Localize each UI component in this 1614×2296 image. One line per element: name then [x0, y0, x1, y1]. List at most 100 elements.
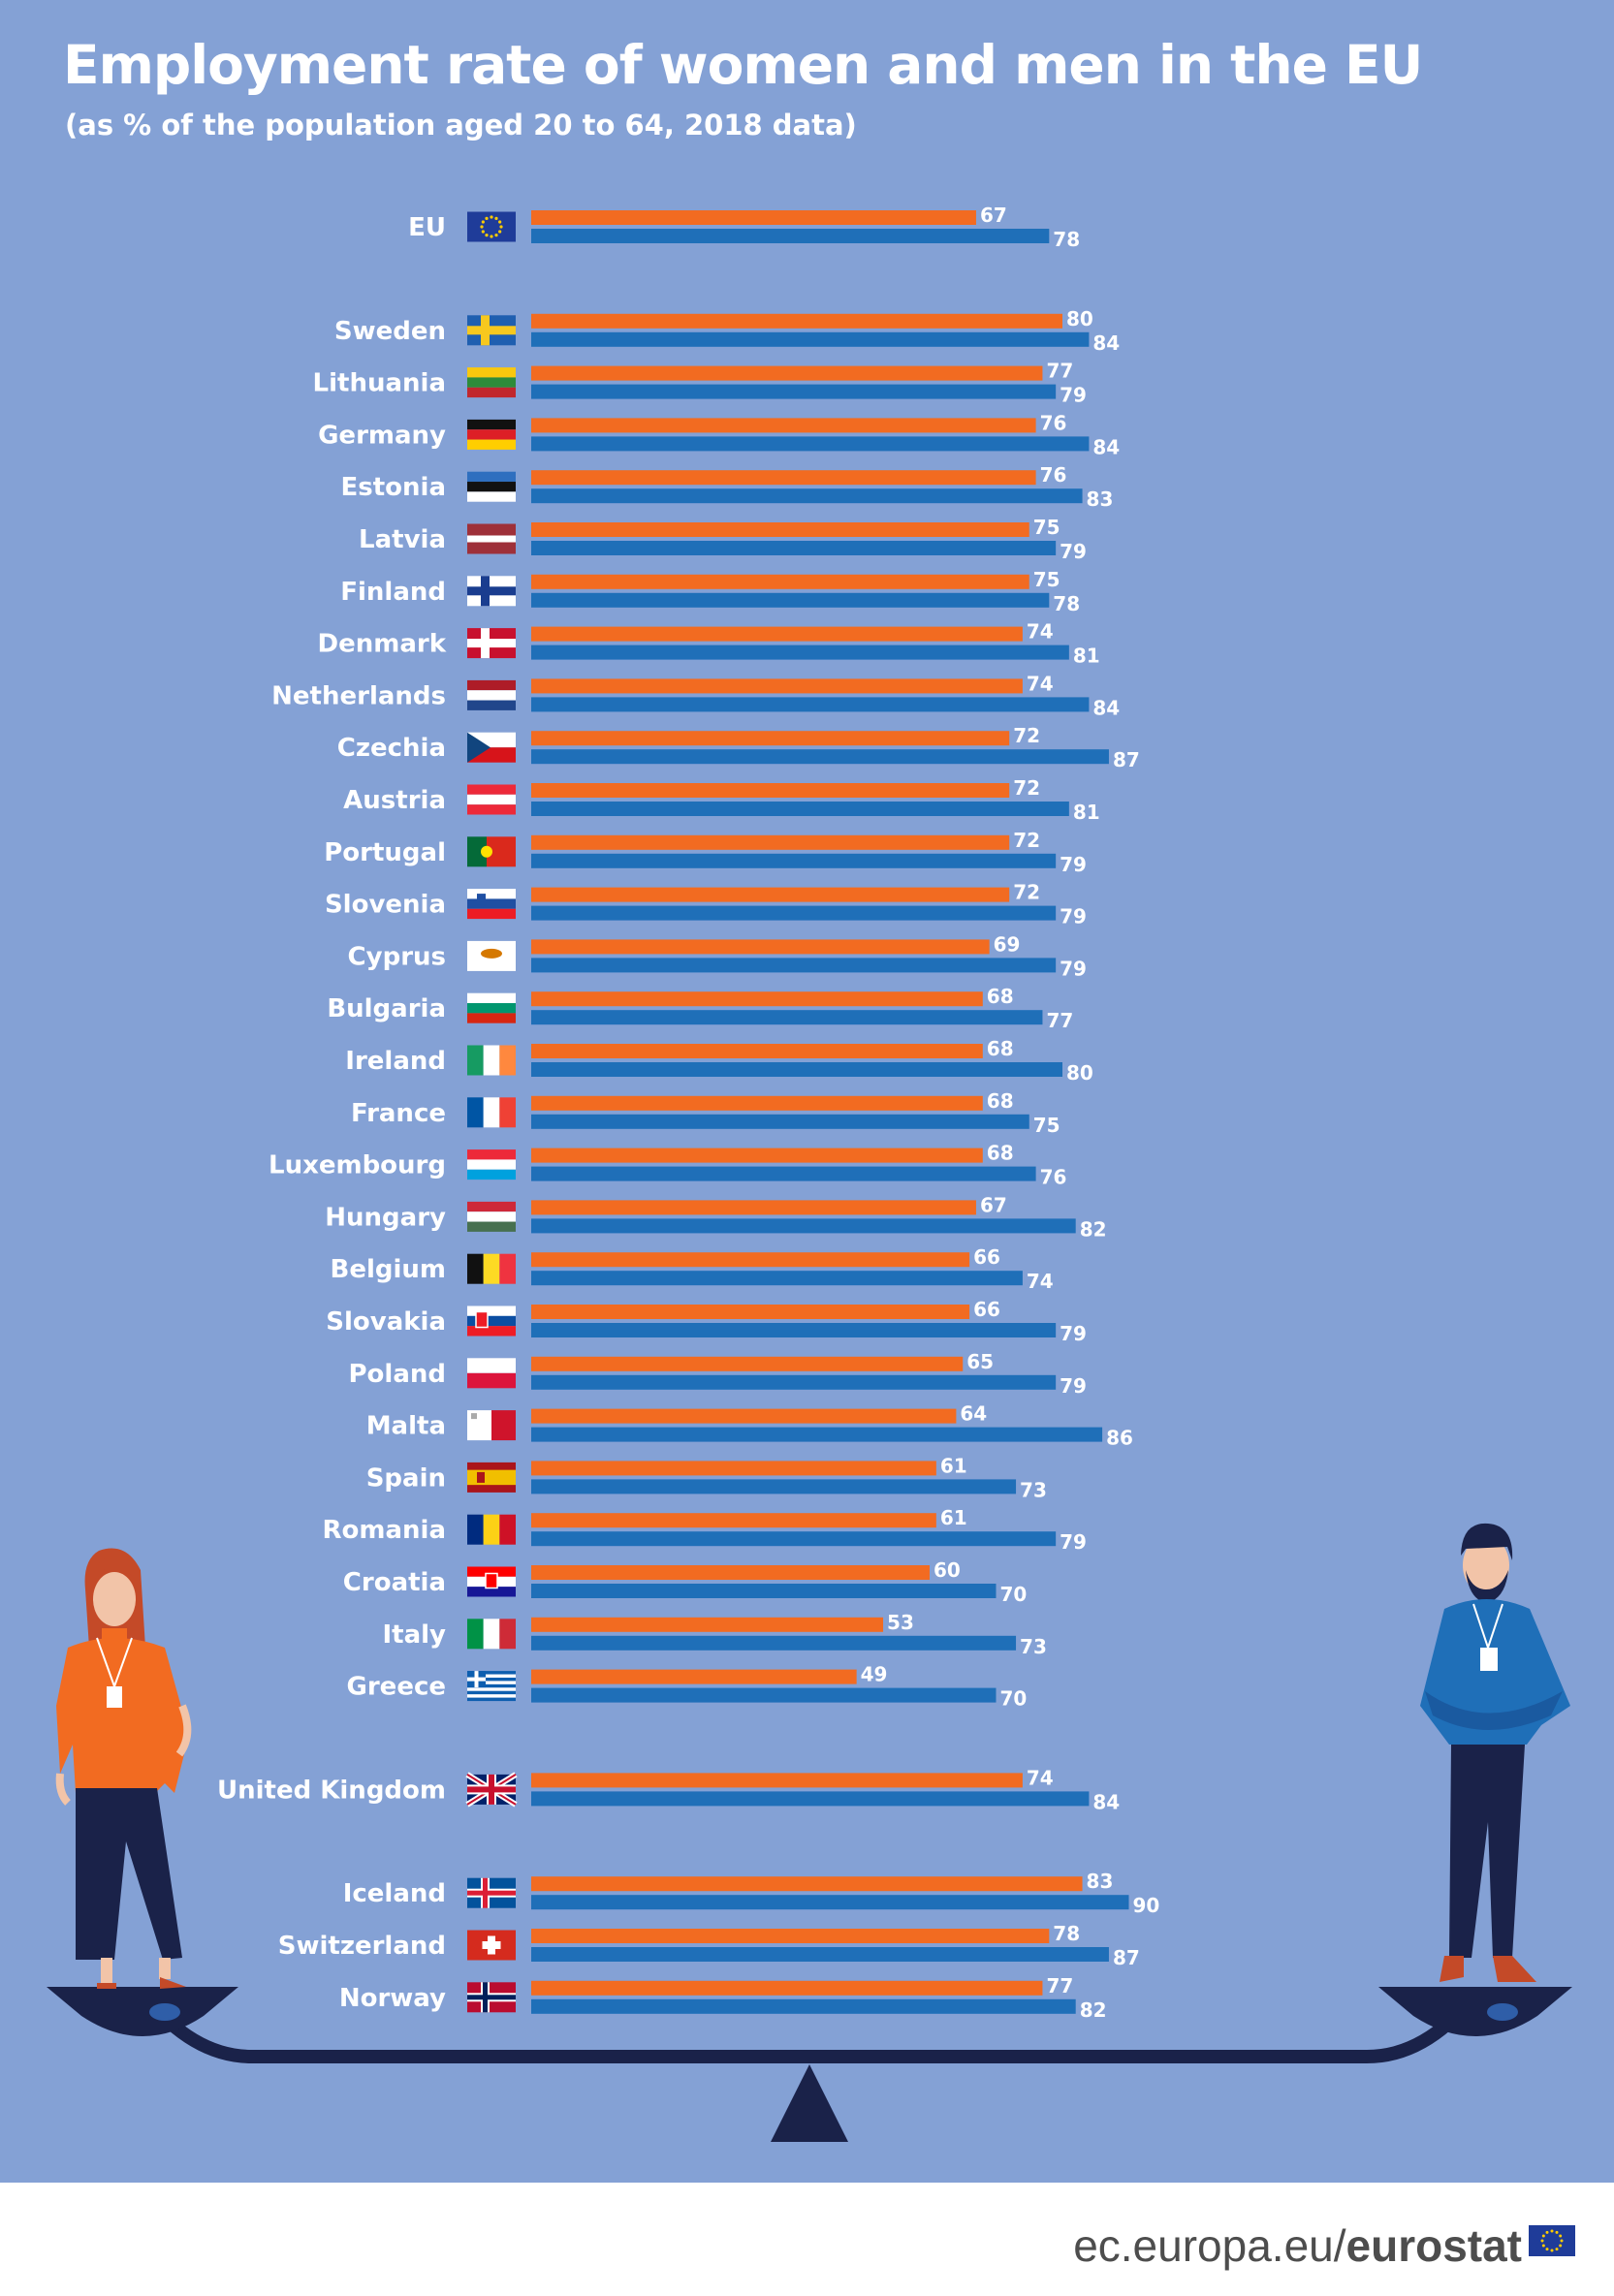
country-label: Poland: [349, 1360, 447, 1389]
men-bar: [531, 436, 1090, 452]
women-value-label: 72: [1013, 881, 1040, 904]
women-bar: [531, 1669, 857, 1684]
men-bar: [531, 1114, 1029, 1129]
men-value-label: 73: [1020, 1635, 1047, 1658]
men-bar: [531, 1218, 1076, 1234]
flag-icon: [467, 1358, 516, 1389]
women-value-label: 68: [987, 1037, 1014, 1060]
men-bar: [531, 541, 1057, 555]
men-value-label: 81: [1073, 801, 1100, 824]
women-bar: [531, 574, 1029, 589]
country-label: Hungary: [325, 1203, 446, 1232]
chart-row: Estonia 76 83: [341, 463, 1114, 511]
country-label: France: [351, 1099, 446, 1128]
women-bar: [531, 887, 1010, 902]
women-value-label: 67: [980, 1193, 1007, 1216]
men-bar: [531, 1895, 1129, 1910]
country-label: Slovakia: [326, 1307, 446, 1337]
flag-icon: [467, 889, 516, 920]
men-bar: [531, 802, 1069, 816]
country-label: Spain: [366, 1463, 446, 1493]
men-bar: [531, 1479, 1017, 1494]
women-bar: [531, 313, 1062, 329]
women-bar: [531, 210, 976, 225]
flag-icon: [467, 1045, 516, 1076]
women-value-label: 64: [960, 1402, 987, 1426]
men-bar: [531, 1062, 1062, 1077]
flag-icon: [467, 1982, 516, 2013]
woman-illustration: [55, 1548, 192, 1989]
men-bar: [531, 1166, 1036, 1181]
women-bar: [531, 1565, 930, 1580]
country-label: Cyprus: [348, 942, 446, 971]
country-label: Iceland: [343, 1879, 446, 1908]
women-value-label: 68: [987, 985, 1014, 1008]
men-bar: [531, 1947, 1109, 1962]
women-value-label: 77: [1046, 1974, 1073, 1997]
source-brand: eurostat: [1345, 2220, 1522, 2271]
men-value-label: 79: [1060, 384, 1087, 407]
flag-icon: [467, 1877, 516, 1908]
country-label: Ireland: [345, 1047, 446, 1076]
country-label: Portugal: [324, 838, 446, 867]
men-bar: [531, 1374, 1057, 1390]
flag-icon: [467, 1462, 516, 1493]
chart-row: Switzerland 78 87: [278, 1922, 1140, 1969]
chart-row: United Kingdom 74 84: [217, 1766, 1120, 1813]
men-value-label: 82: [1080, 1217, 1107, 1241]
country-label: Netherlands: [271, 681, 446, 710]
chart-row: Luxembourg 68 76: [269, 1142, 1066, 1189]
women-bar: [531, 626, 1023, 642]
flag-icon: [467, 679, 516, 710]
flag-icon: [467, 211, 516, 242]
chart-row: Germany 76 84: [318, 411, 1120, 458]
chart-row: Denmark 74 81: [318, 620, 1100, 668]
men-value-label: 75: [1033, 1114, 1060, 1137]
women-value-label: 53: [887, 1611, 914, 1634]
men-bar: [531, 1427, 1103, 1442]
women-value-label: 72: [1013, 724, 1040, 747]
women-bar: [531, 1044, 983, 1058]
women-value-label: 75: [1033, 516, 1060, 539]
source-link[interactable]: ec.europa.eu/eurostat: [1073, 2219, 1522, 2272]
flag-icon: [467, 471, 516, 502]
men-bar: [531, 331, 1090, 347]
country-label: Latvia: [359, 525, 446, 554]
men-value-label: 79: [1060, 1374, 1087, 1398]
women-value-label: 68: [987, 1089, 1014, 1113]
chart-row: Italy 53 73: [382, 1611, 1046, 1658]
chart-row: Croatia 60 70: [343, 1558, 1028, 1606]
men-bar: [531, 1635, 1017, 1651]
men-bar: [531, 958, 1057, 973]
women-bar: [531, 1929, 1050, 1943]
men-bar: [531, 592, 1050, 608]
country-label: United Kingdom: [217, 1776, 446, 1805]
men-bar: [531, 1531, 1057, 1547]
women-value-label: 69: [994, 932, 1021, 956]
men-value-label: 84: [1092, 331, 1120, 355]
chart-row: France 68 75: [351, 1089, 1060, 1137]
flag-icon: [467, 1097, 516, 1128]
women-value-label: 61: [940, 1506, 967, 1529]
flag-icon: [467, 1305, 516, 1337]
chart-row: EU 67 78: [408, 204, 1080, 251]
chart-row: Norway 77 82: [339, 1974, 1107, 2022]
women-bar: [531, 470, 1036, 486]
men-value-label: 81: [1073, 645, 1100, 668]
flag-icon: [467, 1253, 516, 1284]
flag-icon: [467, 784, 516, 815]
men-value-label: 86: [1106, 1427, 1133, 1450]
flag-icon: [467, 836, 516, 867]
women-value-label: 60: [934, 1558, 961, 1582]
men-bar: [531, 1687, 997, 1703]
flag-icon: [467, 1619, 516, 1650]
chart-subtitle: (as % of the population aged 20 to 64, 2…: [65, 109, 857, 142]
chart-title: Employment rate of women and men in the …: [63, 34, 1423, 96]
women-bar: [531, 1980, 1043, 1996]
country-label: Germany: [318, 421, 446, 450]
men-value-label: 78: [1053, 592, 1080, 615]
men-value-label: 82: [1080, 1998, 1107, 2022]
man-illustration: [1420, 1523, 1570, 1982]
chart-row: Slovakia 66 79: [326, 1298, 1087, 1345]
